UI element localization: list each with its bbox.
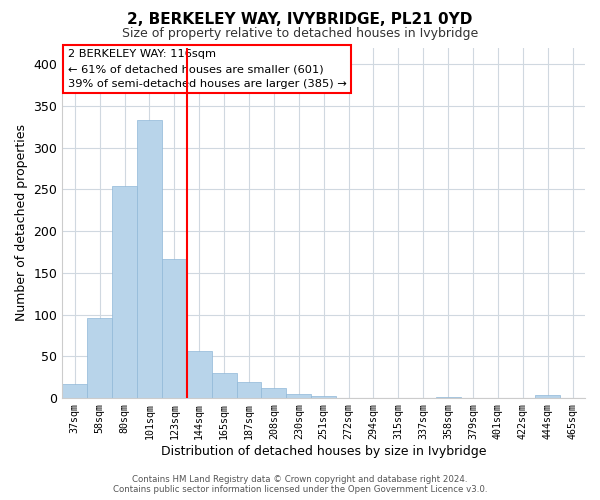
- Text: Size of property relative to detached houses in Ivybridge: Size of property relative to detached ho…: [122, 28, 478, 40]
- Bar: [436, 397, 461, 398]
- Text: 2 BERKELEY WAY: 116sqm
← 61% of detached houses are smaller (601)
39% of semi-de: 2 BERKELEY WAY: 116sqm ← 61% of detached…: [68, 50, 346, 89]
- Bar: [311, 396, 336, 398]
- Bar: [87, 318, 112, 398]
- Text: Contains HM Land Registry data © Crown copyright and database right 2024.
Contai: Contains HM Land Registry data © Crown c…: [113, 474, 487, 494]
- Bar: [262, 388, 286, 398]
- Bar: [112, 186, 137, 398]
- Text: 2, BERKELEY WAY, IVYBRIDGE, PL21 0YD: 2, BERKELEY WAY, IVYBRIDGE, PL21 0YD: [127, 12, 473, 28]
- Bar: [62, 384, 87, 398]
- Bar: [162, 258, 187, 398]
- X-axis label: Distribution of detached houses by size in Ivybridge: Distribution of detached houses by size …: [161, 444, 487, 458]
- Bar: [187, 350, 212, 398]
- Bar: [286, 394, 311, 398]
- Y-axis label: Number of detached properties: Number of detached properties: [15, 124, 28, 322]
- Bar: [212, 373, 236, 398]
- Bar: [137, 120, 162, 398]
- Bar: [236, 382, 262, 398]
- Bar: [535, 394, 560, 398]
